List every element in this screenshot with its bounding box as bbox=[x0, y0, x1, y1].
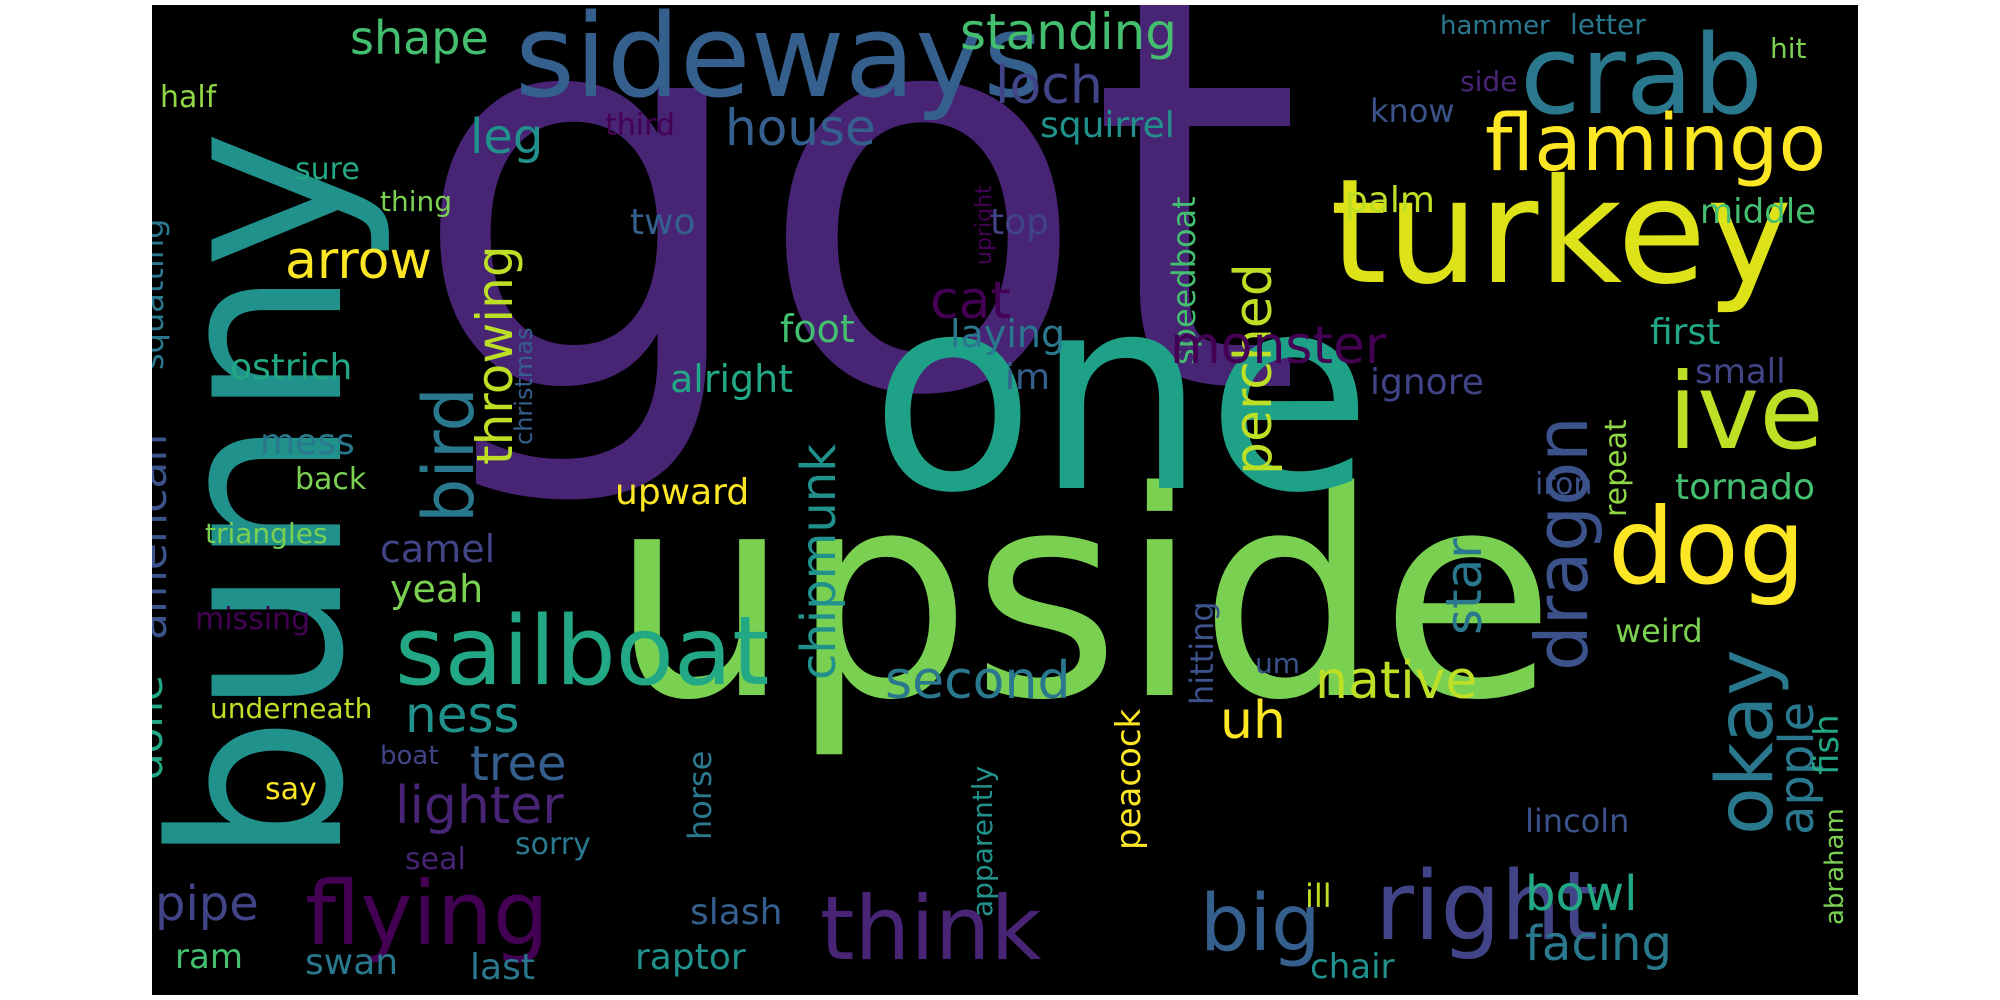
word-raptor: raptor bbox=[635, 937, 746, 978]
word-repeat: repeat bbox=[1599, 419, 1634, 517]
word-ram: ram bbox=[175, 937, 243, 977]
word-thing: thing bbox=[380, 185, 453, 218]
word-sideways: sideways bbox=[515, 5, 1044, 124]
word-iron: iron bbox=[1535, 467, 1593, 502]
word-think: think bbox=[820, 877, 1042, 980]
word-side: side bbox=[1460, 65, 1518, 98]
word-last: last bbox=[470, 947, 535, 988]
word-upward: upward bbox=[615, 472, 750, 513]
word-foot: foot bbox=[780, 307, 855, 351]
word-monster: monster bbox=[1170, 316, 1387, 376]
word-lincoln: lincoln bbox=[1525, 802, 1630, 840]
word-peacock: peacock bbox=[1109, 708, 1149, 850]
word-lighter: lighter bbox=[395, 776, 564, 836]
word-house: house bbox=[725, 99, 876, 157]
word-top: top bbox=[990, 202, 1049, 243]
word-yeah: yeah bbox=[390, 567, 484, 611]
word-ostrich: ostrich bbox=[230, 347, 353, 388]
word-mess: mess bbox=[260, 422, 355, 463]
word-alright: alright bbox=[670, 357, 794, 401]
word-back: back bbox=[295, 462, 367, 497]
word-dog: dog bbox=[1608, 486, 1806, 608]
word-tree: tree bbox=[470, 736, 567, 792]
word-leg: leg bbox=[470, 109, 544, 165]
word-slash: slash bbox=[690, 892, 783, 933]
word-cat: cat bbox=[930, 271, 1011, 331]
word-right: right bbox=[1375, 852, 1599, 962]
word-american: american bbox=[152, 433, 177, 640]
word-sure: sure bbox=[295, 152, 360, 187]
word-dragon: dragon bbox=[1520, 416, 1604, 671]
word-shape: shape bbox=[350, 11, 489, 65]
word-squirrel: squirrel bbox=[1040, 105, 1175, 146]
word-native: native bbox=[1315, 651, 1478, 711]
word-one: one bbox=[870, 237, 1373, 552]
word-flamingo: flamingo bbox=[1485, 99, 1827, 189]
word-camel: camel bbox=[380, 527, 496, 571]
word-palm: palm bbox=[1345, 180, 1435, 221]
word-upside: upside bbox=[610, 431, 1556, 763]
word-star: star bbox=[1435, 538, 1493, 635]
word-ness: ness bbox=[405, 686, 520, 744]
word-half: half bbox=[160, 80, 217, 115]
word-small: small bbox=[1695, 352, 1786, 392]
word-tornado: tornado bbox=[1675, 467, 1816, 508]
word-laying: laying bbox=[950, 312, 1066, 356]
word-know: know bbox=[1370, 92, 1455, 130]
word-triangles: triangles bbox=[205, 517, 328, 550]
word-bowl: bowl bbox=[1525, 866, 1638, 922]
word-third: third bbox=[605, 108, 675, 143]
word-cloud: got upside one bunny sideways turkey cra… bbox=[152, 5, 1858, 995]
word-got: got bbox=[410, 5, 1304, 515]
word-pipe: pipe bbox=[155, 876, 259, 932]
word-apparently: apparently bbox=[966, 765, 999, 917]
word-two: two bbox=[630, 202, 696, 243]
word-sorry: sorry bbox=[515, 827, 591, 862]
word-say: say bbox=[265, 772, 317, 807]
word-uh: uh bbox=[1220, 691, 1286, 751]
word-ill: ill bbox=[1305, 877, 1332, 915]
word-squatting: squatting bbox=[152, 218, 171, 370]
word-first: first bbox=[1650, 312, 1721, 353]
word-facing: facing bbox=[1525, 916, 1672, 972]
word-chipmunk: chipmunk bbox=[791, 443, 847, 680]
word-abraham: abraham bbox=[1820, 808, 1850, 925]
word-christmas: christmas bbox=[510, 327, 538, 445]
word-ignore: ignore bbox=[1370, 362, 1484, 403]
word-horse: horse bbox=[681, 750, 719, 840]
word-hammer: hammer bbox=[1440, 11, 1550, 41]
word-boat: boat bbox=[380, 741, 439, 771]
word-underneath: underneath bbox=[210, 692, 373, 725]
word-swan: swan bbox=[305, 942, 399, 983]
word-loch: loch bbox=[995, 56, 1103, 116]
word-second: second bbox=[885, 651, 1071, 711]
word-im: im bbox=[1005, 357, 1051, 398]
word-seal: seal bbox=[405, 842, 466, 877]
word-done: done bbox=[152, 675, 172, 780]
word-hit: hit bbox=[1770, 32, 1807, 65]
word-fish: fish bbox=[1807, 714, 1847, 775]
word-crab: crab bbox=[1520, 11, 1763, 139]
word-chair: chair bbox=[1310, 947, 1395, 987]
word-missing: missing bbox=[195, 602, 311, 637]
word-middle: middle bbox=[1700, 192, 1817, 232]
word-weird: weird bbox=[1615, 612, 1703, 650]
word-big: big bbox=[1200, 879, 1321, 969]
word-arrow: arrow bbox=[285, 231, 432, 291]
word-standing: standing bbox=[960, 5, 1178, 61]
word-sailboat: sailboat bbox=[395, 597, 770, 707]
word-turkey: turkey bbox=[1330, 148, 1793, 317]
word-um: um bbox=[1255, 647, 1301, 680]
word-letter: letter bbox=[1570, 8, 1646, 41]
word-ive: ive bbox=[1668, 351, 1824, 473]
word-flying: flying bbox=[305, 862, 549, 965]
word-hitting: hitting bbox=[1183, 601, 1221, 705]
